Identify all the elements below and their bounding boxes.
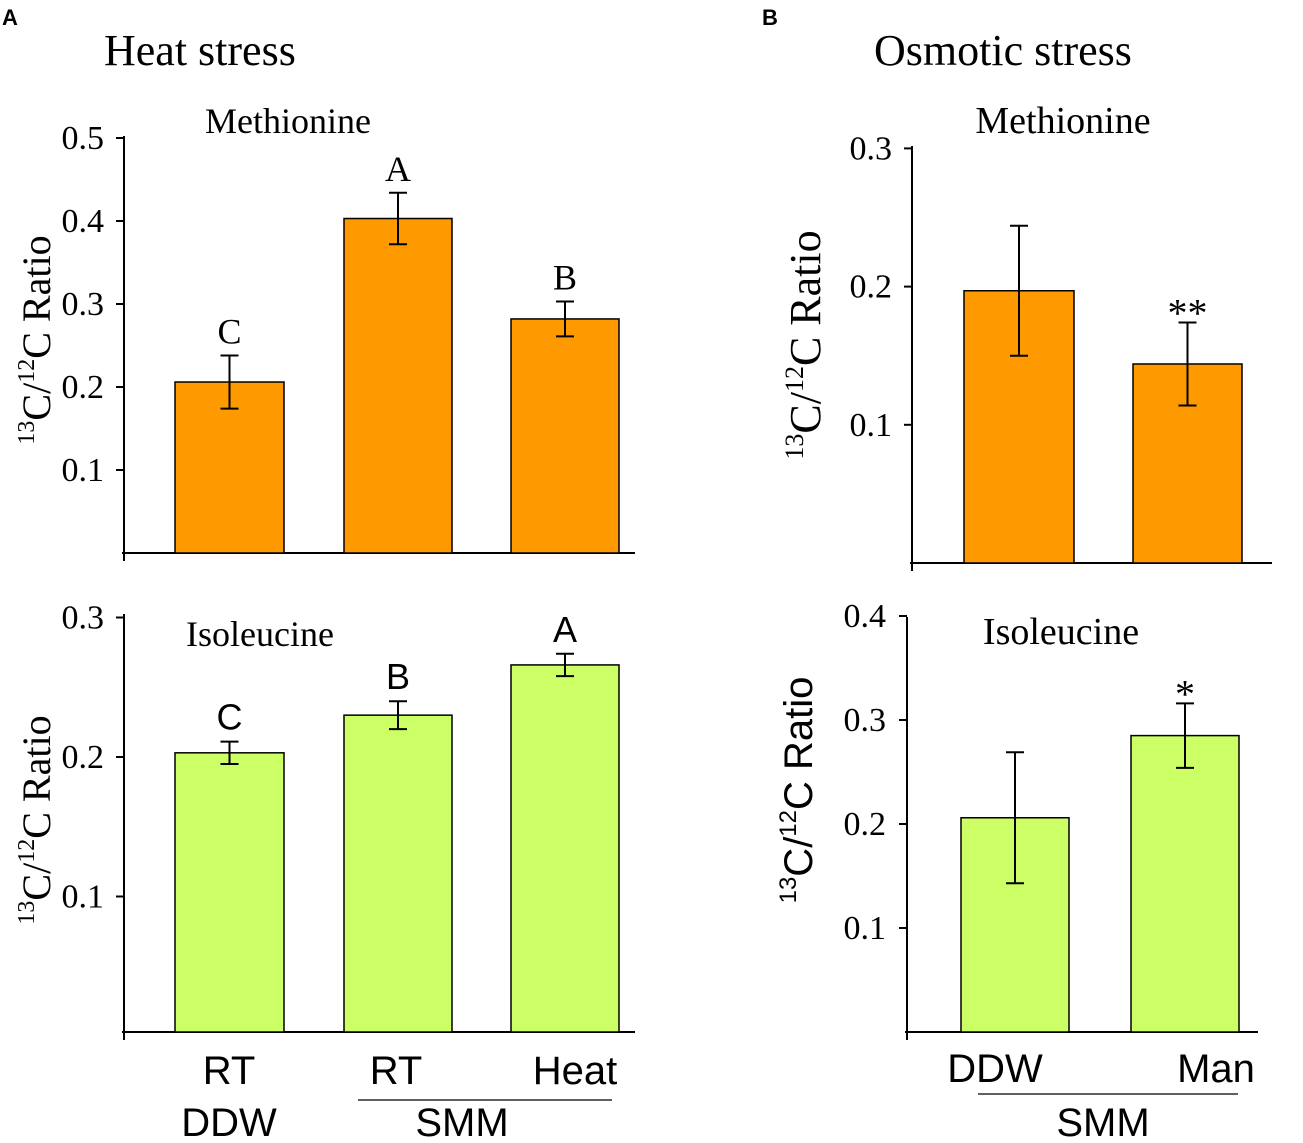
- y-label-b-isoleucine: 13C/12C Ratio: [775, 677, 821, 904]
- x-label-b-1: DDW: [947, 1047, 1043, 1091]
- a-methionine-ytick-label: 0.2: [62, 369, 105, 406]
- chart-a-isoleucine: Isoleucine 0.1 0.2 0.3 C B A: [62, 600, 635, 1040]
- y-label-a-isoleucine: 13C/12C Ratio: [14, 715, 59, 924]
- a-methionine-annotation: B: [553, 258, 577, 298]
- chart-b-methionine: Methionine 0.1 0.2 0.3 **: [850, 100, 1272, 571]
- x-label-b-smm: SMM: [1056, 1101, 1149, 1143]
- b-methionine-annotation: **: [1168, 291, 1208, 336]
- panel-a-title: Heat stress: [104, 26, 296, 75]
- b-isoleucine-ytick-label: 0.3: [844, 702, 887, 739]
- a-isoleucine-annotation: B: [386, 656, 410, 697]
- b-isoleucine-subtitle: Isoleucine: [983, 611, 1139, 653]
- panel-label-b: B: [762, 5, 778, 30]
- x-label-a-ddw: DDW: [181, 1101, 277, 1143]
- x-label-a-3: Heat: [533, 1049, 618, 1093]
- a-isoleucine-ytick-label: 0.3: [62, 600, 105, 637]
- a-isoleucine-bar: [510, 664, 620, 1033]
- x-label-a-smm: SMM: [415, 1101, 508, 1143]
- a-methionine-ytick-label: 0.5: [62, 120, 105, 157]
- b-methionine-ytick-label: 0.2: [850, 269, 893, 306]
- a-isoleucine-bar: [174, 752, 285, 1033]
- b-isoleucine-ytick-label: 0.4: [844, 598, 887, 635]
- x-label-a-2: RT: [370, 1049, 423, 1093]
- a-isoleucine-bar: [343, 714, 453, 1033]
- a-isoleucine-annotation: A: [553, 609, 577, 650]
- a-methionine-ytick-label: 0.3: [62, 286, 105, 323]
- y-label-b-methionine: 13C/12C Ratio: [780, 230, 830, 459]
- svg-text:13C/12C Ratio: 13C/12C Ratio: [775, 677, 821, 904]
- panel-b-title: Osmotic stress: [874, 26, 1132, 75]
- x-label-a-1: RT: [203, 1049, 256, 1093]
- chart-a-methionine: Methionine 0.1 0.2 0.3 0.4 0.5 C A B: [62, 101, 635, 561]
- a-isoleucine-annotation: C: [217, 697, 243, 738]
- a-methionine-annotation: C: [217, 311, 241, 351]
- a-methionine-ytick-label: 0.1: [62, 452, 105, 489]
- a-methionine-annotation: A: [385, 149, 411, 189]
- b-methionine-ytick-label: 0.1: [850, 407, 893, 444]
- b-isoleucine-ytick-label: 0.1: [844, 910, 887, 947]
- a-isoleucine-ytick-label: 0.2: [62, 739, 105, 776]
- a-methionine-bar: [174, 381, 285, 554]
- a-methionine-ytick-label: 0.4: [62, 203, 105, 240]
- svg-text:13C/12C Ratio: 13C/12C Ratio: [14, 235, 59, 444]
- b-methionine-subtitle: Methionine: [975, 100, 1150, 142]
- chart-b-isoleucine: Isoleucine 0.1 0.2 0.3 0.4 *: [844, 598, 1258, 1040]
- x-label-b-2: Man: [1177, 1047, 1255, 1091]
- a-methionine-subtitle: Methionine: [205, 101, 371, 141]
- y-label-a-methionine: 13C/12C Ratio: [14, 235, 59, 444]
- a-methionine-bar: [343, 217, 453, 554]
- a-methionine-bar: [510, 318, 620, 554]
- a-isoleucine-subtitle: Isoleucine: [186, 614, 334, 654]
- panel-label-a: A: [2, 5, 18, 30]
- b-isoleucine-ytick-label: 0.2: [844, 806, 887, 843]
- b-isoleucine-bar: [1130, 734, 1240, 1033]
- svg-text:13C/12C Ratio: 13C/12C Ratio: [14, 715, 59, 924]
- b-methionine-ytick-label: 0.3: [850, 130, 893, 167]
- svg-text:13C/12C Ratio: 13C/12C Ratio: [780, 230, 830, 459]
- a-isoleucine-ytick-label: 0.1: [62, 879, 105, 916]
- b-isoleucine-annotation: *: [1175, 671, 1195, 716]
